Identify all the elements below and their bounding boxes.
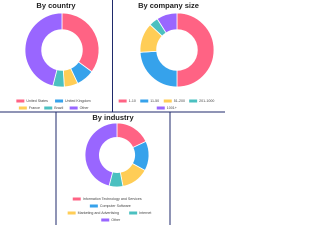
legend-swatch bbox=[55, 99, 64, 103]
legend-label: Marketing and Advertising bbox=[78, 211, 119, 215]
legend-swatch bbox=[156, 106, 165, 110]
legend-label: France bbox=[29, 106, 40, 110]
legend-swatch bbox=[101, 218, 110, 222]
legend-label: 1001+ bbox=[167, 106, 177, 110]
legend-label: Other bbox=[111, 218, 121, 222]
legend-swatch bbox=[44, 106, 53, 110]
chart-title: By industry bbox=[92, 113, 134, 122]
legend-swatch bbox=[18, 106, 27, 110]
legend-label: Internet bbox=[139, 211, 151, 215]
legend-swatch bbox=[189, 99, 198, 103]
legend-swatch bbox=[67, 211, 76, 215]
legend-label: Computer Software bbox=[100, 204, 131, 208]
legend-label: Brazil bbox=[54, 106, 63, 110]
legend-label: 201-1000 bbox=[199, 99, 214, 103]
legend-swatch bbox=[89, 204, 98, 208]
donut-segment bbox=[84, 122, 118, 187]
legend-swatch bbox=[69, 106, 78, 110]
legend-swatch bbox=[72, 197, 81, 201]
legend-swatch bbox=[140, 99, 149, 103]
donut-segment bbox=[156, 12, 178, 34]
legend-label: Other bbox=[80, 106, 90, 110]
legend-label: 51-200 bbox=[174, 99, 185, 103]
donut-segment bbox=[24, 12, 63, 87]
legend-label: Information Technology and Services bbox=[83, 197, 142, 201]
legend-label: United Kingdom bbox=[65, 99, 91, 103]
legend-swatch bbox=[163, 99, 172, 103]
chart-title: By company size bbox=[138, 1, 199, 10]
legend-swatch bbox=[129, 211, 138, 215]
legend-swatch bbox=[118, 99, 127, 103]
legend-label: United States bbox=[26, 99, 48, 103]
donut-segment bbox=[176, 12, 215, 88]
legend-label: 1-10 bbox=[129, 99, 136, 103]
legend-swatch bbox=[16, 99, 25, 103]
dashboard: By country United States United Kingdom Fra… bbox=[0, 0, 225, 225]
donut-segment bbox=[139, 50, 178, 88]
chart-title: By country bbox=[36, 1, 76, 10]
legend-label: 11-50 bbox=[150, 99, 159, 103]
donut-segment bbox=[61, 12, 100, 73]
